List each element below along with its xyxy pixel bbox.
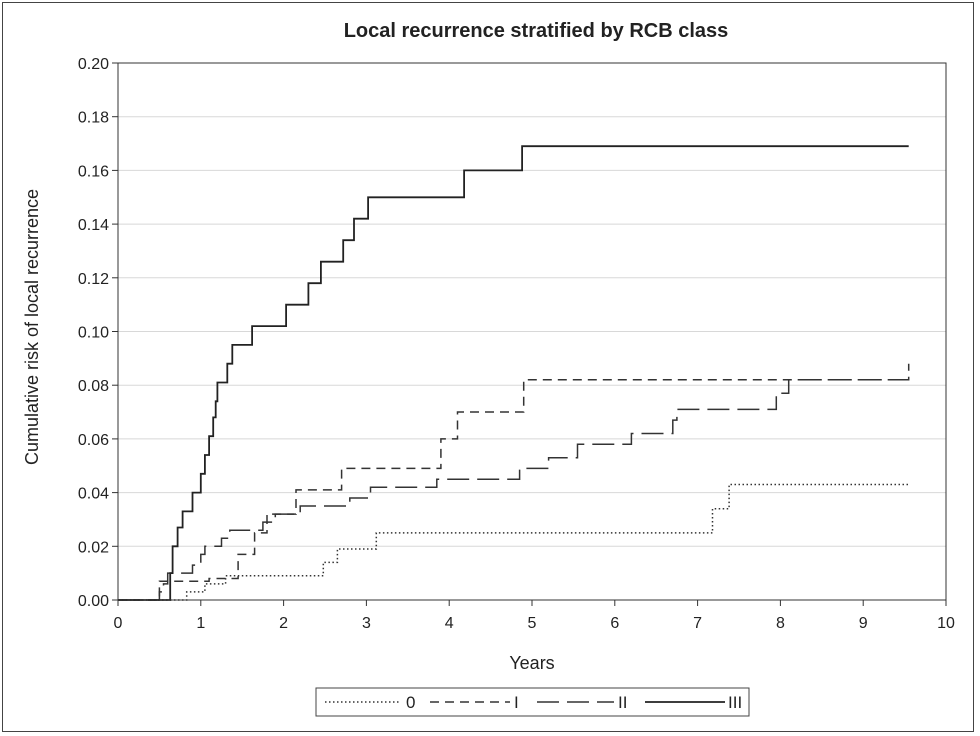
x-tick-label: 4 bbox=[445, 615, 454, 632]
legend-label-II: II bbox=[618, 693, 627, 712]
y-tick-label: 0.00 bbox=[78, 593, 109, 610]
x-tick-label: 10 bbox=[937, 615, 955, 632]
grid-lines bbox=[118, 116, 946, 547]
y-tick-label: 0.18 bbox=[78, 110, 109, 127]
x-tick-label: 2 bbox=[279, 615, 288, 632]
x-axis-label: Years bbox=[509, 653, 554, 673]
y-axis-label: Cumulative risk of local recurrence bbox=[22, 189, 42, 465]
legend: 0 I II III bbox=[315, 687, 750, 717]
x-tick-label: 6 bbox=[610, 615, 619, 632]
y-tick-label: 0.04 bbox=[78, 486, 109, 503]
x-axis: 0 1 2 3 4 5 6 7 8 9 10 bbox=[114, 600, 955, 632]
x-tick-label: 3 bbox=[362, 615, 371, 632]
y-tick-label: 0.20 bbox=[78, 56, 109, 73]
y-tick-label: 0.02 bbox=[78, 539, 109, 556]
x-tick-label: 5 bbox=[528, 615, 537, 632]
y-tick-label: 0.12 bbox=[78, 271, 109, 288]
series-line-III bbox=[118, 145, 909, 601]
y-tick-label: 0.08 bbox=[78, 378, 109, 395]
y-tick-label: 0.06 bbox=[78, 432, 109, 449]
legend-label-0: 0 bbox=[406, 693, 415, 712]
x-tick-label: 1 bbox=[196, 615, 205, 632]
y-tick-label: 0.16 bbox=[78, 163, 109, 180]
legend-label-III: III bbox=[728, 693, 742, 712]
series-line-0 bbox=[118, 483, 909, 601]
x-tick-label: 9 bbox=[859, 615, 868, 632]
y-axis: 0.00 0.02 0.04 0.06 0.08 0.10 0.12 0.14 0.16 0.18… bbox=[78, 56, 118, 610]
x-tick-label: 7 bbox=[693, 615, 702, 632]
y-tick-label: 0.10 bbox=[78, 325, 109, 342]
y-tick-label: 0.14 bbox=[78, 217, 109, 234]
chart-title: Local recurrence stratified by RCB class bbox=[344, 20, 729, 42]
series-group bbox=[118, 145, 910, 601]
series-line-I bbox=[118, 363, 910, 601]
x-tick-label: 8 bbox=[776, 615, 785, 632]
legend-box bbox=[315, 687, 750, 717]
series-line-II bbox=[118, 379, 909, 601]
legend-label-I: I bbox=[514, 693, 519, 712]
x-tick-label: 0 bbox=[114, 615, 123, 632]
